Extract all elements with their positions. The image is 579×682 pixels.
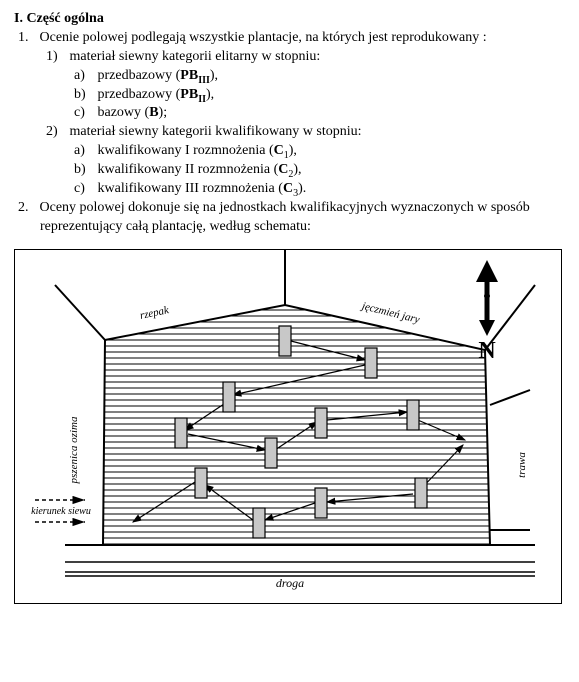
item-1-2b-pre: kwalifikowany II rozmnożenia (: [98, 162, 279, 177]
item-1-1-text: materiał siewny kategorii elitarny w sto…: [70, 49, 321, 64]
item-1-1b: b) przedbazowy (PBII),: [14, 86, 565, 105]
item-1-1c-prefix: c): [74, 104, 94, 123]
item-1-2b-post: ),: [293, 162, 301, 177]
item-1-1a-post: ),: [210, 68, 218, 83]
item-1-1c-bold: B: [149, 105, 158, 120]
item-1-1a: a) przedbazowy (PBIII),: [14, 67, 565, 86]
item-1-1b-sub: II: [198, 93, 206, 104]
item-1-2a-post: ),: [289, 143, 297, 158]
item-2-prefix: 2.: [18, 199, 36, 218]
item-1-2c: c) kwalifikowany III rozmnożenia (C3).: [14, 180, 565, 199]
svg-text:trawa: trawa: [516, 451, 528, 477]
item-1-1: 1) materiał siewny kategorii elitarny w …: [14, 48, 565, 67]
svg-text:droga: droga: [276, 576, 304, 590]
item-1-2a-bold: C: [274, 143, 284, 158]
item-1-2c-post: ).: [298, 181, 306, 196]
svg-text:N: N: [478, 338, 496, 364]
item-1-1-prefix: 1): [46, 48, 66, 67]
field-diagram: Nrzepakjęczmień jarypszenica ozimatrawak…: [14, 249, 562, 604]
item-1-1a-sub: III: [198, 74, 210, 85]
item-1-2b: b) kwalifikowany II rozmnożenia (C2),: [14, 161, 565, 180]
item-1-1a-pre: przedbazowy (: [98, 68, 181, 83]
item-1-2-text: materiał siewny kategorii kwalifikowany …: [70, 124, 362, 139]
item-1-2b-bold: C: [278, 162, 288, 177]
item-1: 1. Ocenie polowej podlegają wszystkie pl…: [14, 29, 565, 48]
item-1-1a-bold: PB: [180, 68, 198, 83]
page: I. Część ogólna 1. Ocenie polowej podleg…: [0, 0, 579, 682]
item-2: 2. Oceny polowej dokonuje się na jednost…: [14, 199, 565, 237]
item-2-line2: reprezentujący całą plantację, według sc…: [18, 218, 565, 237]
item-1-2-prefix: 2): [46, 123, 66, 142]
item-1-2a: a) kwalifikowany I rozmnożenia (C1),: [14, 142, 565, 161]
item-1-1b-post: ),: [206, 87, 214, 102]
item-1-2c-pre: kwalifikowany III rozmnożenia (: [98, 181, 283, 196]
svg-text:pszenica ozima: pszenica ozima: [68, 416, 80, 484]
item-1-1b-prefix: b): [74, 86, 94, 105]
svg-text:kierunek siewu: kierunek siewu: [31, 506, 91, 517]
item-1-1b-pre: przedbazowy (: [98, 87, 181, 102]
section-heading: I. Część ogólna: [14, 10, 565, 29]
item-1-2c-prefix: c): [74, 180, 94, 199]
item-1-text: Ocenie polowej podlegają wszystkie plant…: [40, 30, 487, 45]
item-1-2b-prefix: b): [74, 161, 94, 180]
item-1-2a-prefix: a): [74, 142, 94, 161]
item-1-1a-prefix: a): [74, 67, 94, 86]
item-1-1c: c) bazowy (B);: [14, 104, 565, 123]
item-1-2: 2) materiał siewny kategorii kwalifikowa…: [14, 123, 565, 142]
field-diagram-svg: Nrzepakjęczmień jarypszenica ozimatrawak…: [15, 250, 561, 603]
item-1-2c-bold: C: [283, 181, 293, 196]
item-1-2a-pre: kwalifikowany I rozmnożenia (: [98, 143, 274, 158]
item-1-prefix: 1.: [18, 29, 36, 48]
item-1-1b-bold: PB: [180, 87, 198, 102]
item-1-1c-pre: bazowy (: [98, 105, 150, 120]
item-2-line1: Oceny polowej dokonuje się na jednostkac…: [40, 200, 530, 215]
item-1-1c-post: );: [159, 105, 168, 120]
